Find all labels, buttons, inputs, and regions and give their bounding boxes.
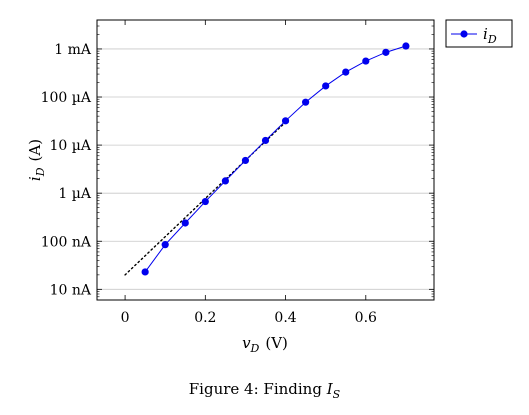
x-tick-label: 0.4: [274, 310, 296, 326]
y-tick-label: 100 µA: [41, 90, 92, 106]
data-point: [402, 42, 410, 50]
data-point: [241, 156, 250, 165]
data-point: [201, 197, 209, 206]
x-tick-label: 0.6: [355, 310, 377, 326]
data-point: [382, 48, 390, 56]
data-point: [261, 136, 270, 145]
y-axis-label: iD(A): [26, 139, 47, 181]
axis-ticks: [97, 19, 434, 301]
data-point: [281, 117, 290, 125]
data-point: [342, 68, 350, 76]
y-tick-label: 1 µA: [58, 186, 91, 202]
legend-swatch-marker: [460, 30, 468, 38]
y-tick-label: 1 mA: [54, 42, 92, 58]
data-point: [181, 219, 189, 227]
series-layer: [141, 42, 410, 276]
x-tick-labels: 0 0.2 0.4 0.6: [121, 310, 377, 326]
grid-lines: [97, 48, 434, 290]
series-line-iD: [144, 45, 407, 273]
legend: iD: [445, 19, 513, 48]
data-point: [221, 177, 229, 185]
x-tick-label: 0.2: [194, 310, 216, 326]
y-tick-label: 10 µA: [50, 138, 92, 154]
data-point: [362, 57, 370, 65]
x-tick-label: 0: [121, 310, 130, 326]
data-point: [161, 241, 169, 249]
figure-caption: Figure 4: Finding IS: [188, 380, 341, 401]
data-point: [302, 98, 310, 106]
legend-label: iD: [483, 25, 497, 46]
y-tick-labels: 10 nA 100 nA 1 µA 10 µA 100 µA 1 mA: [41, 42, 92, 298]
y-tick-label: 10 nA: [50, 282, 92, 298]
y-tick-label: 100 nA: [41, 234, 92, 250]
plot-frame: [96, 19, 435, 301]
x-axis-label: vD (V): [242, 334, 288, 355]
data-point: [141, 268, 149, 276]
data-point: [322, 82, 330, 90]
